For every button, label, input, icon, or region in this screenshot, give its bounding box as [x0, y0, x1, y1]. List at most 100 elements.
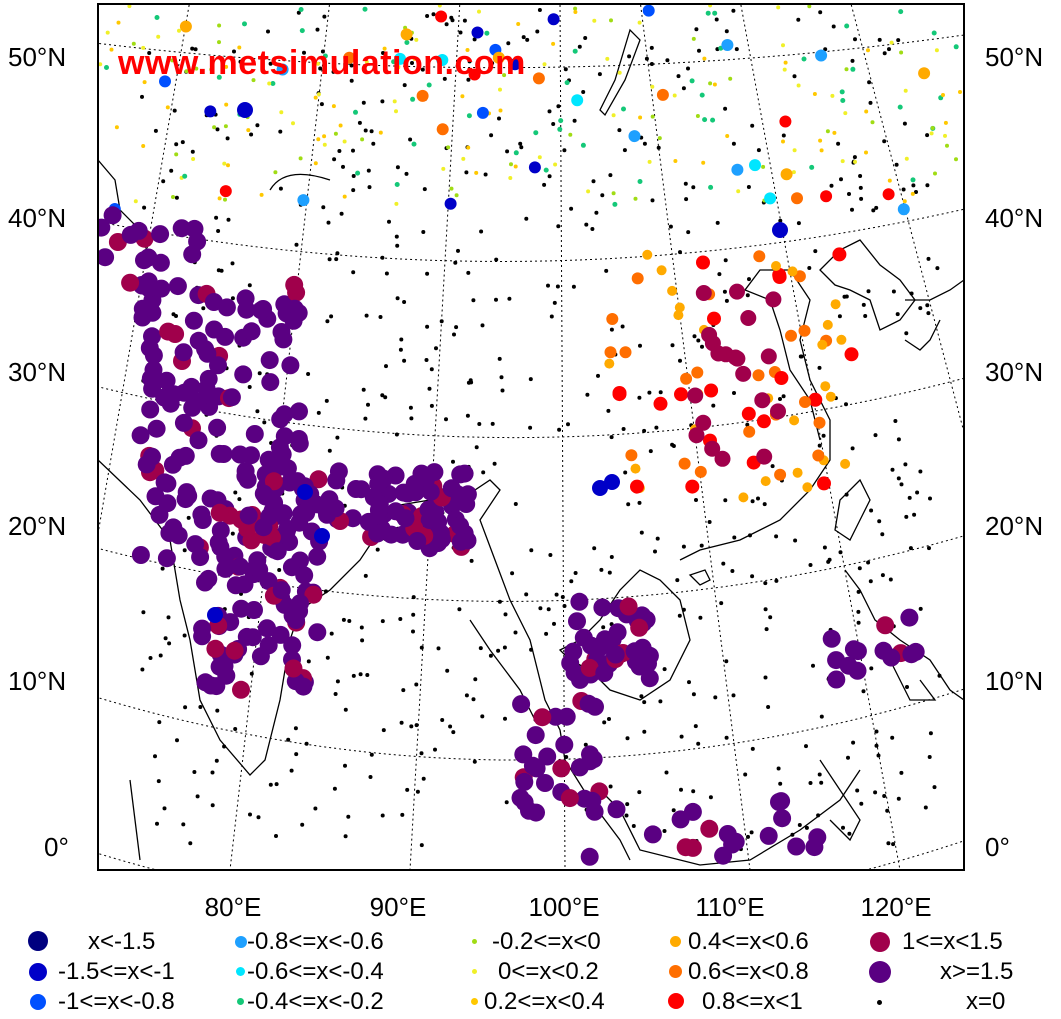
station-small — [454, 193, 459, 198]
station-high — [98, 248, 115, 267]
station-high — [369, 474, 388, 493]
station-zero — [850, 58, 855, 63]
station-zero — [756, 148, 761, 153]
station-zero — [195, 794, 200, 799]
station-high — [515, 772, 534, 791]
legend-marker — [235, 936, 247, 948]
station-high — [585, 802, 604, 821]
station-zero — [429, 403, 434, 408]
station-zero — [504, 800, 509, 805]
station-zero — [422, 187, 427, 192]
station-small — [414, 37, 419, 42]
station-small — [474, 170, 479, 175]
station-zero — [627, 54, 632, 59]
station-zero — [215, 127, 220, 132]
station-zero — [719, 601, 724, 606]
station-zero — [327, 448, 332, 453]
station-zero — [844, 492, 849, 497]
station-zero — [600, 193, 605, 198]
station-zero — [214, 758, 219, 763]
station-zero — [490, 421, 495, 426]
station-zero — [411, 595, 416, 600]
station-small — [672, 93, 677, 98]
station-small — [621, 106, 626, 112]
station-north — [779, 115, 792, 128]
station-small — [761, 164, 766, 169]
station-zero — [804, 744, 808, 749]
station-north — [471, 26, 484, 39]
station-small — [899, 50, 904, 55]
station-high — [185, 219, 204, 238]
station-high — [236, 289, 255, 308]
station-zero — [410, 61, 414, 65]
station-zero — [528, 425, 533, 430]
station-zero — [399, 337, 404, 342]
station-north — [547, 13, 560, 26]
station-high — [304, 585, 323, 604]
station-zero — [877, 519, 882, 524]
station-zero — [169, 168, 174, 173]
station-warm — [630, 463, 641, 474]
station-zero — [420, 67, 425, 72]
station-zero — [384, 364, 388, 369]
station-warm — [741, 406, 756, 421]
station-zero — [335, 435, 340, 440]
station-zero — [266, 29, 270, 34]
station-high — [174, 343, 193, 362]
station-high — [210, 503, 229, 522]
station-north — [528, 161, 541, 174]
station-zero — [411, 629, 415, 634]
station-small — [702, 56, 707, 61]
station-small — [792, 148, 797, 153]
station-high — [245, 425, 264, 443]
station-small — [844, 67, 849, 72]
station-zero — [750, 574, 755, 579]
station-zero — [140, 94, 144, 99]
station-small — [728, 76, 733, 81]
station-low — [297, 484, 313, 500]
station-zero — [368, 775, 373, 779]
station-high — [272, 581, 291, 600]
station-zero — [671, 808, 676, 813]
station-zero — [230, 531, 235, 536]
station-small — [322, 142, 327, 147]
watermark-text: www.metsimulation.com — [118, 44, 526, 82]
station-zero — [918, 469, 923, 474]
station-small — [897, 104, 903, 110]
station-high — [231, 445, 249, 464]
station-zero — [923, 805, 928, 810]
station-high — [238, 519, 257, 538]
station-high — [902, 645, 921, 664]
station-warm — [680, 372, 693, 385]
station-small — [609, 18, 613, 23]
station-zero — [656, 145, 661, 150]
station-zero — [313, 806, 318, 811]
station-zero — [474, 445, 479, 450]
station-zero — [381, 728, 386, 733]
station-small — [657, 136, 662, 141]
station-zero — [440, 718, 445, 722]
station-warm — [667, 285, 678, 296]
station-zero — [323, 589, 328, 594]
station-zero — [405, 787, 410, 792]
station-zero — [817, 365, 822, 370]
station-small — [934, 48, 939, 53]
station-zero — [571, 284, 576, 289]
station-small — [223, 197, 227, 202]
station-zero — [380, 393, 385, 398]
station-zero — [327, 257, 332, 262]
station-zero — [867, 80, 872, 85]
station-zero — [572, 118, 577, 123]
station-zero — [698, 615, 703, 620]
station-zero — [333, 692, 338, 696]
legend-label: 0<=x<0.2 — [498, 958, 599, 985]
station-zero — [147, 51, 152, 55]
station-north — [343, 51, 356, 64]
station-small — [931, 30, 937, 36]
station-zero — [304, 741, 309, 746]
station-small — [553, 162, 558, 167]
station-high — [206, 639, 225, 658]
station-north — [179, 20, 192, 33]
station-zero — [877, 37, 882, 42]
station-warm — [774, 371, 789, 385]
